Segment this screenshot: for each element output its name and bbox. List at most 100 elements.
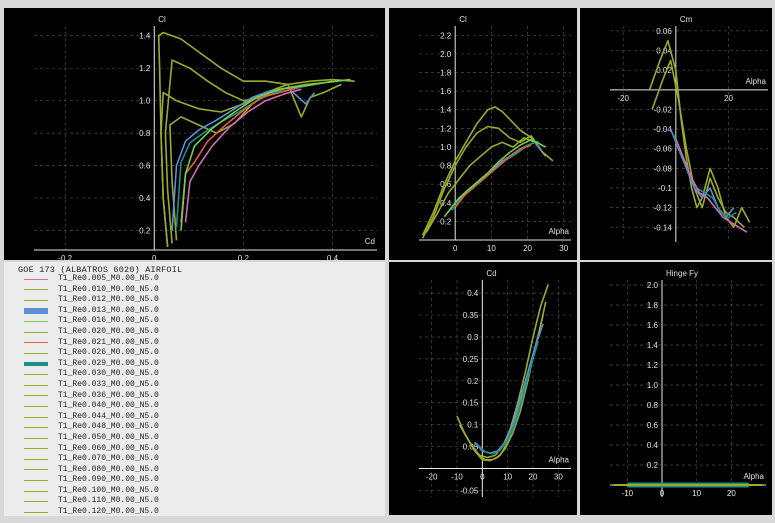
y-tick-label: -0.08 — [654, 164, 673, 173]
x-tick-label: 20 — [529, 473, 538, 482]
legend-swatch — [24, 374, 48, 376]
y-tick-label: 0.06 — [656, 27, 672, 36]
legend-item: T1_Re0.013_M0.00_N5.0 — [24, 306, 159, 317]
x-tick-label: -20 — [617, 94, 629, 103]
y-tick-label: 0.4 — [647, 441, 659, 450]
series-line — [454, 144, 532, 208]
x-tick-label: 0 — [453, 244, 458, 253]
y-tick-label: 1.2 — [139, 64, 151, 73]
y-tick-label: 1.6 — [440, 87, 452, 96]
y-tick-label: 0.15 — [463, 399, 479, 408]
legend-label: T1_Re0.050_M0.00_N5.0 — [58, 432, 159, 442]
legend-label: T1_Re0.110_M0.00_N5.0 — [58, 496, 159, 506]
legend-swatch — [24, 448, 48, 450]
x-axis-label: Cd — [365, 237, 375, 246]
y-axis-label: Hinge Fy — [666, 269, 698, 278]
x-tick-label: 20 — [727, 489, 736, 498]
series-line — [157, 31, 355, 247]
legend-swatch — [24, 395, 48, 397]
y-axis-label: Cl — [459, 15, 467, 24]
hinge-chart: -10010200.20.40.60.81.01.21.41.61.82.0Al… — [610, 269, 766, 498]
legend-swatch — [24, 480, 48, 482]
legend-swatch — [24, 511, 48, 513]
legend-label: T1_Re0.026_M0.00_N5.0 — [58, 348, 159, 358]
legend-swatch — [24, 405, 48, 407]
legend-item: T1_Re0.033_M0.00_N5.0 — [24, 380, 159, 391]
legend-item: T1_Re0.005_M0.00_N5.0 — [24, 274, 159, 285]
y-tick-label: 1.2 — [440, 124, 452, 133]
cl-alpha-chart: 0 10 20 300.20.40.60.81.01.21.41.61.82.02.2… — [419, 15, 571, 253]
y-tick-label: 0.2 — [467, 377, 479, 386]
x-tick-label: 20 — [724, 94, 733, 103]
legend-item: T1_Re0.080_M0.00_N5.0 — [24, 465, 159, 476]
x-tick-label: 10 — [487, 244, 496, 253]
legend-label: T1_Re0.013_M0.00_N5.0 — [58, 305, 159, 315]
legend-item: T1_Re0.048_M0.00_N5.0 — [24, 422, 159, 433]
legend-swatch — [24, 299, 48, 301]
legend-item: T1_Re0.060_M0.00_N5.0 — [24, 444, 159, 455]
series-line — [648, 39, 751, 229]
legend-label: T1_Re0.010_M0.00_N5.0 — [58, 284, 159, 294]
hinge-chart-panel: -10010200.20.40.60.81.01.21.41.61.82.0Al… — [580, 262, 772, 515]
legend-swatch — [24, 384, 48, 386]
y-tick-label: -0.1 — [658, 184, 672, 193]
legend-swatch — [24, 289, 48, 291]
y-tick-label: 0.4 — [467, 289, 479, 298]
legend-label: T1_Re0.029_M0.00_N5.0 — [58, 358, 159, 368]
legend-item: T1_Re0.012_M0.00_N5.0 — [24, 295, 159, 306]
series-line — [164, 59, 333, 244]
legend-swatch — [24, 278, 48, 280]
legend-title: GOE 173 (ALBATROS 6020) AIRFOIL — [18, 265, 183, 275]
legend-item: T1_Re0.100_M0.00_N5.0 — [24, 486, 159, 497]
legend-swatch — [24, 458, 48, 460]
legend-label: T1_Re0.080_M0.00_N5.0 — [58, 464, 159, 474]
series-line — [675, 138, 748, 233]
y-tick-label: 1.8 — [647, 301, 659, 310]
cm-alpha-chart: -20 20 -0.14 -0.12 -0.1 -0.08 -0.06 -0.04 -0.02 0… — [610, 15, 768, 242]
x-tick-label: 20 — [523, 244, 532, 253]
legend-item: T1_Re0.110_M0.00_N5.0 — [24, 496, 159, 507]
legend-swatch — [24, 362, 48, 367]
series-line — [672, 133, 737, 219]
legend-label: T1_Re0.100_M0.00_N5.0 — [58, 485, 159, 495]
legend-label: T1_Re0.005_M0.00_N5.0 — [58, 274, 159, 283]
legend-item: T1_Re0.020_M0.00_N5.0 — [24, 327, 159, 338]
y-tick-label: 0.2 — [440, 217, 452, 226]
series-line — [171, 86, 316, 231]
legend-swatch — [24, 352, 48, 354]
series-line — [651, 59, 745, 228]
cl-alpha-chart-panel: 0 10 20 30 0.2 0.4 0.6 0.8 1.0 1.2 1.4 1.6 1.8 2.0 2.2… — [389, 8, 577, 260]
x-axis-label: Alpha — [549, 456, 570, 465]
legend-item: T1_Re0.029_M0.00_N5.0 — [24, 359, 159, 370]
y-tick-label: 0.4 — [139, 194, 151, 203]
polar-chart: -0.2 0 0.2 0.4 0.2 0.4 0.6 0.8 1.0 1.2 1.4 Cd Cl — [34, 15, 377, 260]
y-tick-label: 1.4 — [139, 32, 151, 41]
y-tick-label: 0.05 — [463, 443, 479, 452]
legend-label: T1_Re0.070_M0.00_N5.0 — [58, 454, 159, 464]
legend-label: T1_Re0.012_M0.00_N5.0 — [58, 295, 159, 305]
legend-item: T1_Re0.120_M0.00_N5.0 — [24, 507, 159, 518]
legend-swatch — [24, 490, 48, 492]
legend-list: T1_Re0.005_M0.00_N5.0 T1_Re0.010_M0.00_N5… — [24, 274, 159, 518]
y-tick-label: 1.2 — [647, 361, 659, 370]
y-tick-label: 2.0 — [440, 50, 452, 59]
legend-label: T1_Re0.048_M0.00_N5.0 — [58, 422, 159, 432]
y-tick-label: 1.6 — [647, 321, 659, 330]
y-tick-label: 0.6 — [647, 421, 659, 430]
y-tick-label: 0.8 — [139, 129, 151, 138]
legend-swatch — [24, 416, 48, 418]
y-tick-label: -0.06 — [654, 145, 673, 154]
legend-item: T1_Re0.010_M0.00_N5.0 — [24, 285, 159, 296]
legend-item: T1_Re0.026_M0.00_N5.0 — [24, 348, 159, 359]
x-tick-label: 0.4 — [327, 254, 339, 260]
y-tick-label: 1.8 — [440, 69, 452, 78]
legend-swatch — [24, 321, 48, 323]
x-tick-label: 0.2 — [238, 254, 250, 260]
legend-item: T1_Re0.070_M0.00_N5.0 — [24, 454, 159, 465]
legend-label: T1_Re0.040_M0.00_N5.0 — [58, 401, 159, 411]
y-tick-label: -0.02 — [654, 105, 673, 114]
legend-swatch — [24, 342, 48, 344]
y-tick-label: 2.0 — [647, 281, 659, 290]
legend-label: T1_Re0.044_M0.00_N5.0 — [58, 411, 159, 421]
x-tick-label: 30 — [554, 473, 563, 482]
